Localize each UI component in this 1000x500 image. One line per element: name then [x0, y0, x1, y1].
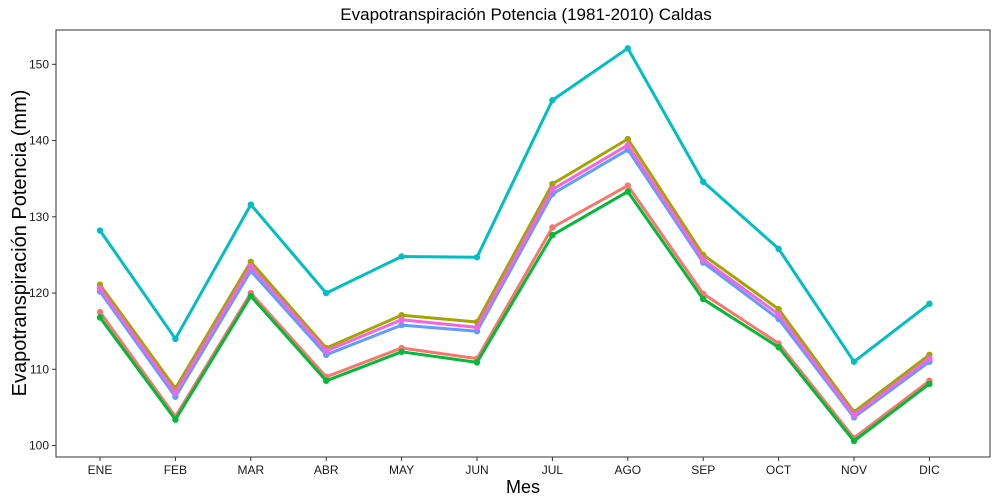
data-point [247, 292, 254, 300]
x-axis-title: Mes [506, 477, 540, 497]
data-point [549, 180, 556, 188]
series-4 [96, 45, 933, 365]
y-tick-label: 100 [29, 439, 49, 453]
y-tick-label: 130 [29, 210, 49, 224]
data-point [398, 316, 405, 323]
data-point [624, 45, 631, 52]
data-point [775, 305, 782, 313]
data-point [96, 314, 104, 321]
x-tick-label: MAR [237, 463, 264, 477]
data-point [850, 437, 858, 445]
data-point [323, 289, 330, 297]
data-point [247, 258, 254, 265]
series-line [98, 148, 931, 419]
series-line [98, 190, 931, 443]
series-line [98, 137, 931, 414]
data-point [96, 227, 104, 234]
y-tick-label: 110 [30, 362, 49, 376]
x-tick-label: JUN [465, 463, 488, 477]
data-point [172, 335, 179, 343]
data-point [700, 178, 707, 185]
data-point [398, 321, 405, 329]
data-point [624, 188, 631, 195]
data-point [624, 141, 631, 149]
data-point [247, 263, 254, 270]
x-tick-label: AGO [614, 463, 641, 477]
series-line [98, 184, 931, 440]
x-tick-label: ENE [88, 463, 113, 477]
x-tick-label: ABR [314, 463, 339, 477]
chart-title: Evapotranspiración Potencia (1981-2010) … [340, 5, 711, 24]
data-point [172, 416, 179, 423]
x-tick-label: OCT [766, 463, 792, 477]
data-point [850, 358, 858, 365]
x-tick-label: DIC [919, 463, 940, 477]
y-axis: 100 110 120 130 140 150 [29, 57, 56, 453]
x-axis: ENE FEB MAR ABR MAY JUN JUL AGO SEP OCT NOV DIC [88, 457, 940, 477]
data-point [96, 308, 104, 316]
data-point [926, 300, 933, 307]
series-line [98, 46, 931, 364]
y-tick-label: 120 [29, 286, 49, 300]
data-point [850, 411, 858, 419]
data-point [926, 380, 933, 387]
data-point [323, 347, 330, 355]
x-tick-label: SEP [691, 463, 715, 477]
data-point [775, 311, 782, 318]
data-point [624, 182, 631, 189]
series-6 [96, 141, 933, 419]
y-tick-label: 140 [29, 134, 49, 148]
x-tick-label: NOV [841, 463, 867, 477]
data-point [700, 256, 707, 263]
data-point [549, 186, 556, 193]
data-point [549, 231, 556, 239]
series-layer [96, 45, 933, 445]
data-point [926, 355, 933, 362]
y-axis-title: Evapotranspiración Potencia (mm) [9, 90, 31, 397]
x-tick-label: FEB [164, 463, 187, 477]
data-point [398, 253, 405, 260]
data-point [398, 348, 405, 355]
data-point [473, 324, 481, 331]
data-point [549, 224, 556, 231]
data-point [247, 201, 254, 208]
data-point [624, 135, 631, 143]
data-point [398, 311, 405, 319]
series-3 [96, 188, 933, 445]
data-point [172, 389, 179, 397]
series-line [98, 143, 931, 417]
y-tick-label: 150 [29, 57, 49, 71]
data-point [96, 285, 104, 292]
data-point [775, 344, 782, 351]
data-point [700, 295, 707, 303]
data-point [549, 96, 556, 104]
data-point [473, 254, 481, 261]
data-point [473, 359, 481, 366]
data-point [775, 245, 782, 253]
x-tick-label: JUL [542, 463, 564, 477]
data-point [323, 377, 330, 384]
x-tick-label: MAY [389, 463, 414, 477]
